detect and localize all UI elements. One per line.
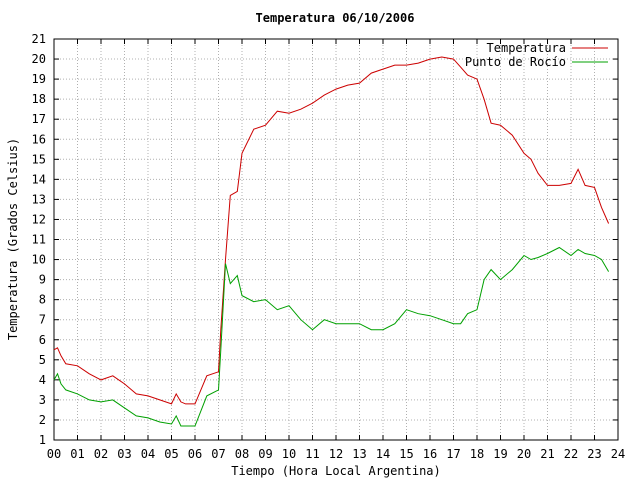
- y-tick-label: 7: [39, 313, 46, 327]
- y-tick-label: 8: [39, 293, 46, 307]
- x-tick-label: 01: [70, 447, 84, 461]
- x-tick-label: 00: [47, 447, 61, 461]
- y-tick-label: 5: [39, 353, 46, 367]
- y-tick-label: 2: [39, 413, 46, 427]
- legend-label-punto-de-rocio: Punto de Rocío: [465, 55, 566, 69]
- x-tick-label: 17: [446, 447, 460, 461]
- y-tick-label: 11: [32, 233, 46, 247]
- y-tick-label: 20: [32, 52, 46, 66]
- x-tick-label: 10: [282, 447, 296, 461]
- y-tick-label: 18: [32, 92, 46, 106]
- x-tick-label: 23: [587, 447, 601, 461]
- y-axis-label: Temperatura (Grados Celsius): [6, 138, 20, 340]
- x-axis: 00 01 02 03 04 05 06 07 08 09 10 11 12 13 14 15 16 17 18 19…: [47, 39, 625, 461]
- y-tick-label: 19: [32, 72, 46, 86]
- x-tick-label: 06: [188, 447, 202, 461]
- y-tick-label: 15: [32, 152, 46, 166]
- x-tick-label: 09: [258, 447, 272, 461]
- y-tick-label: 13: [32, 192, 46, 206]
- x-tick-label: 11: [305, 447, 319, 461]
- x-tick-label: 24: [611, 447, 625, 461]
- x-tick-label: 07: [211, 447, 225, 461]
- y-tick-label: 3: [39, 393, 46, 407]
- y-tick-label: 10: [32, 253, 46, 267]
- x-tick-label: 13: [352, 447, 366, 461]
- series-line-temperatura: [53, 56, 610, 405]
- y-tick-label: 21: [32, 32, 46, 46]
- x-axis-label: Tiempo (Hora Local Argentina): [231, 464, 441, 478]
- x-tick-label: 20: [517, 447, 531, 461]
- chart-title: Temperatura 06/10/2006: [256, 11, 415, 25]
- x-tick-label: 12: [329, 447, 343, 461]
- x-tick-label: 03: [117, 447, 131, 461]
- series-line-punto-de-rocio: [53, 246, 610, 427]
- x-tick-label: 19: [493, 447, 507, 461]
- x-tick-label: 16: [423, 447, 437, 461]
- y-tick-label: 6: [39, 333, 46, 347]
- y-tick-label: 14: [32, 172, 46, 186]
- x-tick-label: 18: [470, 447, 484, 461]
- y-tick-label: 17: [32, 112, 46, 126]
- y-tick-label: 9: [39, 273, 46, 287]
- x-tick-label: 14: [376, 447, 390, 461]
- x-tick-label: 08: [235, 447, 249, 461]
- x-tick-label: 02: [94, 447, 108, 461]
- grid: [54, 39, 618, 440]
- x-tick-label: 05: [164, 447, 178, 461]
- y-tick-label: 1: [39, 433, 46, 447]
- x-tick-label: 21: [540, 447, 554, 461]
- y-tick-label: 16: [32, 132, 46, 146]
- x-tick-label: 04: [141, 447, 155, 461]
- y-tick-label: 4: [39, 373, 46, 387]
- series-group: [53, 56, 610, 427]
- legend-label-temperatura: Temperatura: [487, 41, 566, 55]
- y-tick-label: 12: [32, 212, 46, 226]
- x-tick-label: 22: [564, 447, 578, 461]
- x-tick-label: 15: [399, 447, 413, 461]
